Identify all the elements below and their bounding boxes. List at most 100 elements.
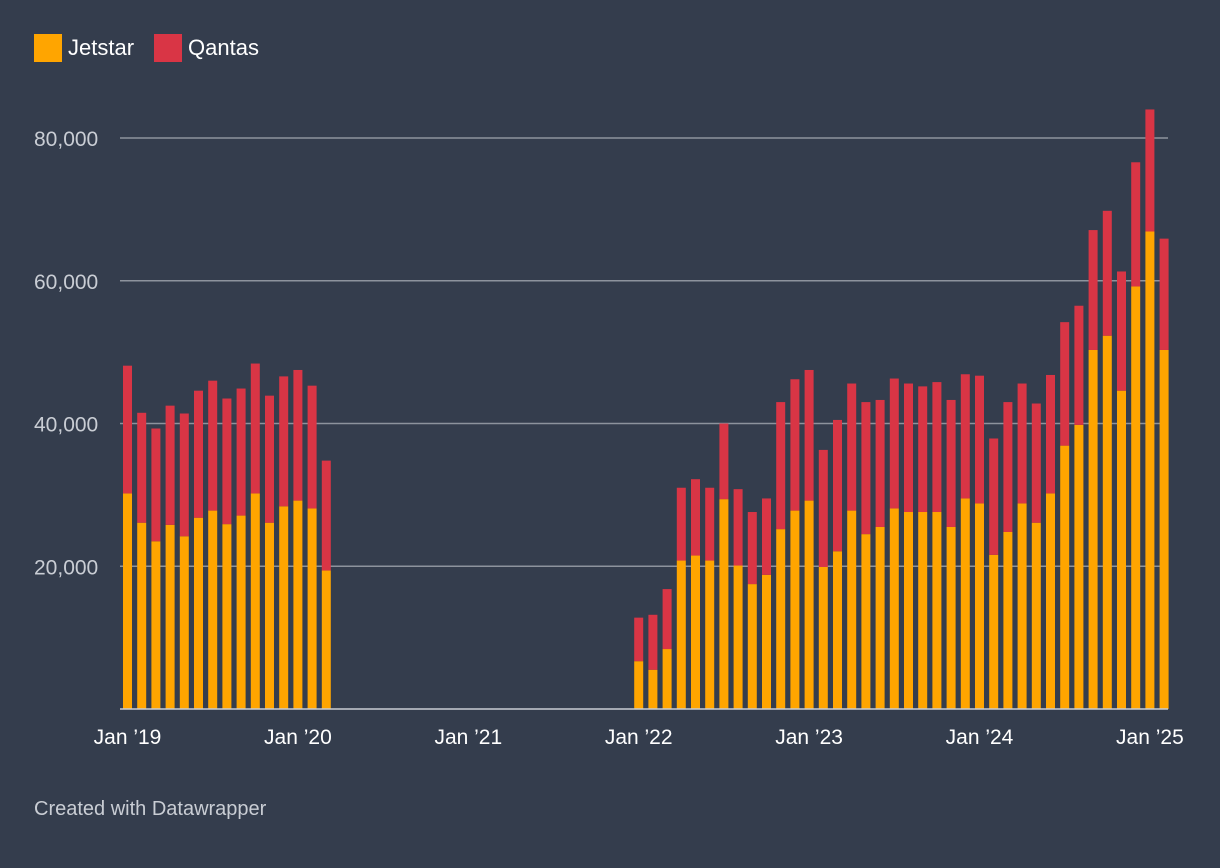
bar-jetstar (875, 526, 885, 709)
bar-jetstar (861, 534, 871, 709)
bar-qantas (833, 419, 842, 552)
bar-jetstar (165, 524, 175, 709)
bar-qantas (904, 383, 913, 513)
bar-jetstar (932, 512, 942, 709)
bar-jetstar (776, 529, 786, 709)
legend-label-jetstar: Jetstar (68, 35, 135, 60)
bar-qantas (165, 405, 175, 525)
bar-jetstar (137, 522, 147, 709)
bar-qantas (123, 365, 132, 494)
bar-qantas (1031, 403, 1041, 523)
bar-qantas (818, 449, 828, 567)
bar-jetstar (1031, 522, 1041, 709)
bar-jetstar (804, 500, 814, 709)
bar-jetstar (833, 551, 842, 709)
y-tick-label: 60,000 (34, 271, 98, 294)
bar-qantas (1017, 383, 1027, 504)
bar-qantas (676, 487, 686, 561)
x-tick-label: Jan ’24 (946, 726, 1014, 749)
footer-credit: Created with Datawrapper (34, 798, 267, 820)
bar-qantas (1088, 230, 1098, 350)
bar-qantas (137, 412, 147, 523)
bar-qantas (293, 369, 303, 501)
bar-qantas (776, 402, 786, 530)
bar-jetstar (179, 536, 189, 709)
bar-qantas (719, 423, 729, 500)
bar-qantas (960, 374, 970, 499)
bar-qantas (208, 380, 218, 511)
bar-qantas (875, 399, 885, 527)
bar-qantas (790, 379, 800, 511)
bar-qantas (762, 498, 771, 575)
bar-qantas (889, 378, 899, 509)
bar-qantas (1117, 271, 1126, 391)
bar-jetstar (222, 524, 232, 709)
bar-qantas (932, 382, 942, 513)
bar-qantas (151, 428, 161, 542)
legend-label-qantas: Qantas (188, 35, 259, 60)
bar-jetstar (293, 500, 303, 709)
bar-qantas (747, 512, 757, 585)
bar-jetstar (918, 512, 928, 709)
bar-jetstar (676, 560, 686, 709)
bar-qantas (222, 398, 232, 525)
bar-jetstar (250, 493, 260, 709)
x-tick-label: Jan ’22 (605, 726, 673, 749)
bar-jetstar (1131, 286, 1141, 709)
bar-qantas (861, 402, 871, 535)
bar-qantas (279, 376, 289, 507)
bar-jetstar (1088, 349, 1098, 709)
bar-qantas (250, 363, 260, 494)
bar-qantas (634, 617, 644, 662)
bar-jetstar (733, 565, 743, 709)
legend-item-qantas: Qantas (154, 34, 259, 62)
bar-jetstar (265, 522, 274, 709)
bar-jetstar (790, 510, 800, 709)
bar-jetstar (279, 506, 289, 709)
bar-qantas (733, 489, 743, 566)
bar-jetstar (989, 554, 999, 709)
bar-jetstar (1145, 231, 1155, 709)
bar-jetstar (634, 661, 644, 709)
bar-jetstar (762, 574, 771, 709)
y-tick-label: 40,000 (34, 414, 98, 437)
bar-qantas (691, 479, 700, 556)
y-tick-label: 80,000 (34, 128, 98, 151)
x-tick-label: Jan ’21 (434, 726, 502, 749)
bar-qantas (1131, 162, 1141, 287)
bar-jetstar (236, 515, 246, 709)
bar-qantas (1074, 305, 1084, 425)
bar-jetstar (151, 541, 161, 709)
bar-qantas (1145, 109, 1155, 232)
bar-jetstar (889, 508, 899, 709)
bar-qantas (975, 375, 984, 504)
bar-qantas (1046, 374, 1055, 494)
bar-jetstar (662, 649, 672, 709)
bar-jetstar (847, 510, 857, 709)
bar-jetstar (747, 584, 757, 709)
legend: Jetstar Qantas (34, 34, 279, 62)
bar-jetstar (1046, 493, 1055, 709)
legend-swatch-jetstar (34, 34, 62, 62)
bar-jetstar (1003, 531, 1013, 709)
bar-qantas (179, 413, 189, 537)
bar-jetstar (123, 493, 132, 709)
bar-jetstar (1017, 503, 1027, 709)
legend-swatch-qantas (154, 34, 183, 62)
bar-jetstar (1117, 390, 1126, 709)
bar-jetstar (946, 526, 956, 709)
bar-jetstar (1060, 445, 1070, 709)
bar-qantas (804, 369, 814, 501)
bar-jetstar (960, 498, 970, 709)
bar-jetstar (208, 510, 218, 709)
bar-jetstar (648, 669, 658, 709)
bar-jetstar (975, 503, 984, 709)
bar-qantas (194, 390, 203, 518)
bar-qantas (705, 487, 715, 561)
bar-jetstar (321, 570, 331, 709)
bar-jetstar (904, 512, 913, 709)
bar-qantas (989, 438, 999, 555)
bar-qantas (307, 385, 317, 509)
bar-qantas (265, 395, 274, 523)
bar-qantas (1060, 322, 1070, 446)
